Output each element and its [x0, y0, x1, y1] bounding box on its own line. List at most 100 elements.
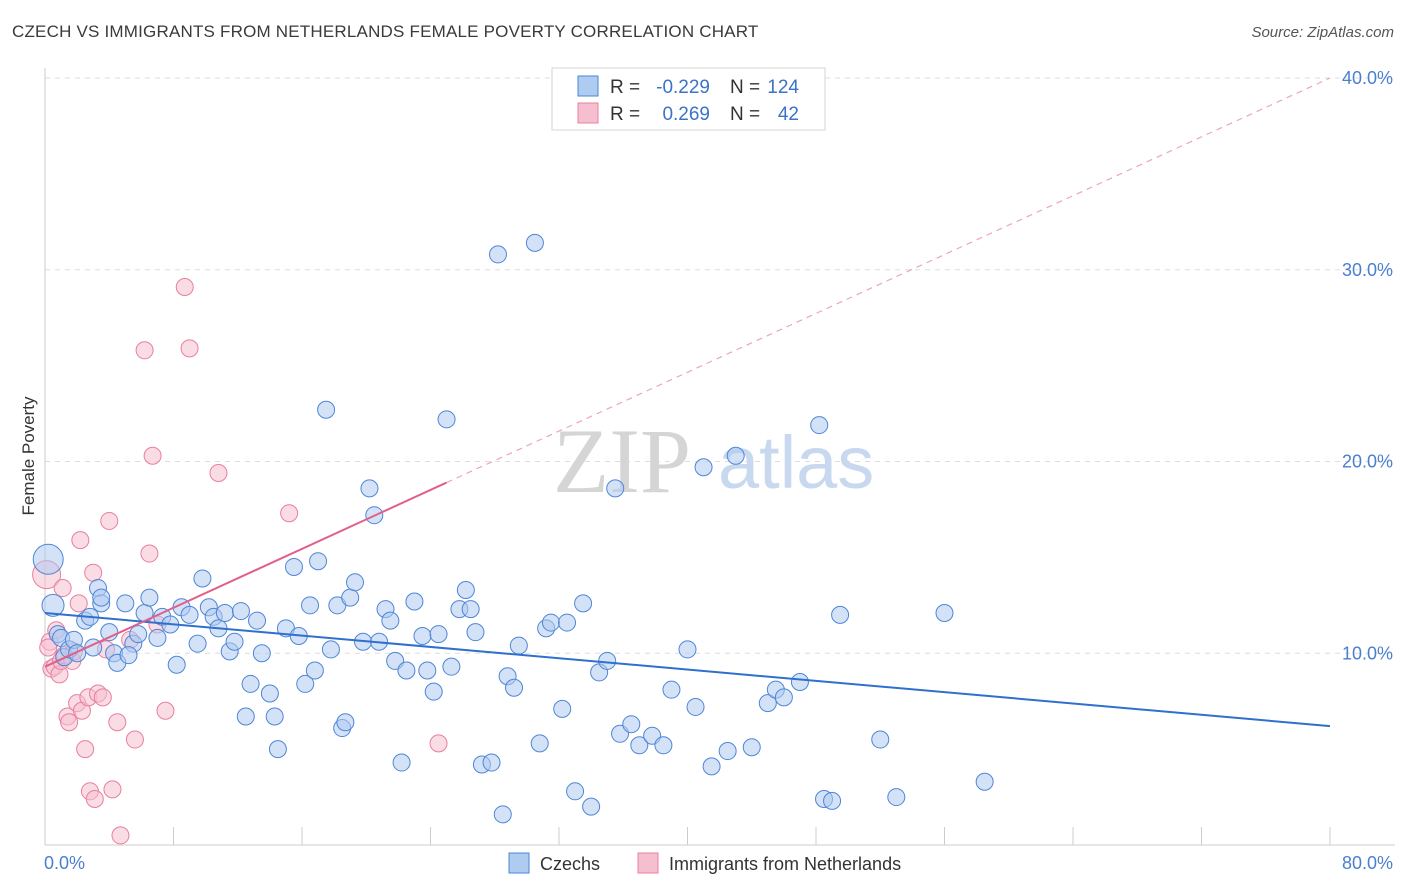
- point-immigrants: [140, 544, 159, 563]
- point-immigrants: [156, 701, 175, 720]
- legend-r-value-immigrants: 0.269: [662, 104, 710, 125]
- series-czechs-points: [32, 233, 994, 824]
- chart-title: CZECH VS IMMIGRANTS FROM NETHERLANDS FEM…: [12, 22, 759, 41]
- point-czechs: [321, 640, 340, 659]
- point-immigrants: [209, 464, 228, 483]
- point-czechs: [823, 791, 842, 810]
- point-czechs: [482, 753, 501, 772]
- point-czechs: [758, 694, 777, 713]
- point-czechs: [215, 603, 234, 622]
- point-czechs: [360, 479, 379, 498]
- point-czechs: [488, 245, 507, 264]
- point-czechs: [265, 707, 284, 726]
- point-czechs: [336, 713, 355, 732]
- point-czechs: [381, 611, 400, 630]
- point-czechs: [268, 740, 287, 759]
- y-tick-label: 30.0%: [1342, 260, 1393, 280]
- point-czechs: [790, 673, 809, 692]
- point-czechs: [418, 661, 437, 680]
- bottom-legend-swatch-czechs: [508, 852, 530, 874]
- point-czechs: [598, 651, 617, 670]
- legend-swatch-czechs: [577, 75, 599, 97]
- point-czechs: [309, 552, 328, 571]
- point-czechs: [68, 644, 87, 663]
- bottom-legend-swatch-immigrants: [637, 852, 659, 874]
- series-legend: Czechs Immigrants from Netherlands: [508, 852, 901, 874]
- correlation-legend: R = -0.229 N = 124 R = 0.269 N = 42: [551, 67, 826, 131]
- watermark-zip: ZIP: [553, 410, 691, 512]
- point-czechs: [429, 625, 448, 644]
- legend-r-value-czechs: -0.229: [656, 77, 710, 98]
- point-czechs: [346, 573, 365, 592]
- point-czechs: [630, 736, 649, 755]
- trend-line-immigrants: [44, 481, 447, 668]
- point-czechs: [493, 805, 512, 824]
- point-czechs: [702, 757, 721, 776]
- legend-n-label-immigrants: N =: [730, 104, 760, 125]
- point-immigrants: [100, 511, 119, 530]
- point-czechs: [260, 684, 279, 703]
- point-czechs: [566, 782, 585, 801]
- watermark-atlas: atlas: [718, 421, 874, 504]
- bottom-legend-label-immigrants: Immigrants from Netherlands: [669, 854, 901, 874]
- point-czechs: [678, 640, 697, 659]
- point-czechs: [413, 626, 432, 645]
- point-immigrants: [143, 446, 162, 465]
- point-czechs: [193, 569, 212, 588]
- point-immigrants: [39, 638, 58, 657]
- point-czechs: [236, 707, 255, 726]
- point-immigrants: [84, 563, 103, 582]
- point-czechs: [129, 625, 148, 644]
- point-czechs: [140, 588, 159, 607]
- point-immigrants: [103, 780, 122, 799]
- point-immigrants: [60, 713, 79, 732]
- y-tick-label: 40.0%: [1342, 68, 1393, 88]
- point-czechs: [252, 644, 271, 663]
- point-czechs: [231, 602, 250, 621]
- point-czechs: [975, 772, 994, 791]
- point-czechs: [301, 596, 320, 615]
- point-czechs: [662, 680, 681, 699]
- point-czechs: [742, 738, 761, 757]
- legend-n-value-immigrants: 42: [778, 104, 799, 125]
- point-czechs: [456, 580, 475, 599]
- point-czechs: [92, 588, 111, 607]
- point-immigrants: [108, 713, 127, 732]
- y-axis-title: Female Poverty: [19, 396, 38, 516]
- trend-line-czechs: [44, 611, 1331, 728]
- legend-r-label-immigrants: R =: [610, 104, 640, 125]
- trend-line-immigrants-extension: [446, 77, 1331, 484]
- legend-r-label-czechs: R =: [610, 77, 640, 98]
- point-czechs: [726, 446, 745, 465]
- point-immigrants: [280, 504, 299, 523]
- point-czechs: [188, 634, 207, 653]
- axes: 0.0% 80.0%: [44, 68, 1395, 873]
- point-czechs: [466, 623, 485, 642]
- point-czechs: [405, 592, 424, 611]
- trend-lines: [44, 77, 1331, 728]
- point-czechs: [248, 611, 267, 630]
- point-czechs: [341, 588, 360, 607]
- chart-source: Source: ZipAtlas.com: [1251, 24, 1394, 41]
- point-czechs: [525, 233, 544, 252]
- point-immigrants: [125, 730, 144, 749]
- point-czechs: [41, 593, 65, 617]
- point-czechs: [810, 416, 829, 435]
- point-immigrants: [69, 594, 88, 613]
- point-immigrants: [76, 740, 95, 759]
- point-czechs: [654, 736, 673, 755]
- point-czechs: [116, 594, 135, 613]
- y-tick-label: 20.0%: [1342, 452, 1393, 472]
- point-czechs: [558, 613, 577, 632]
- legend-swatch-immigrants: [577, 102, 599, 124]
- point-immigrants: [85, 789, 104, 808]
- point-czechs: [225, 632, 244, 651]
- point-czechs: [718, 742, 737, 761]
- point-czechs: [935, 603, 954, 622]
- y-tick-label: 10.0%: [1342, 643, 1393, 663]
- point-czechs: [392, 753, 411, 772]
- point-czechs: [622, 715, 641, 734]
- point-immigrants: [429, 734, 448, 753]
- x-tick-label-min: 0.0%: [44, 853, 85, 873]
